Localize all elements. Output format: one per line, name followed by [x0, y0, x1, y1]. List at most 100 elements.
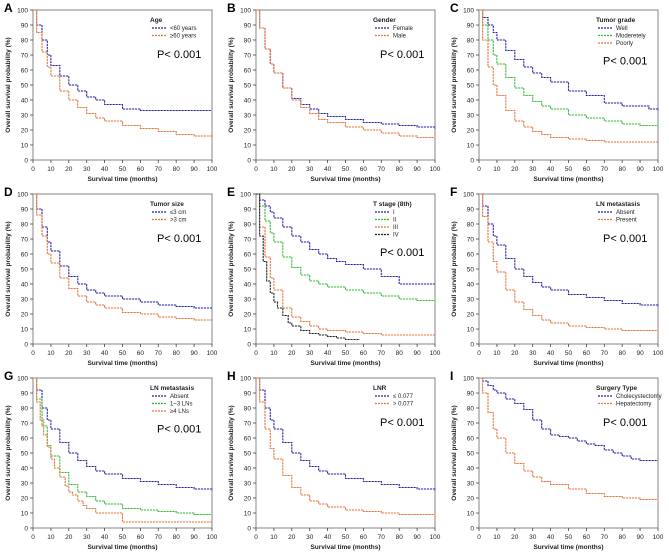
- series-line--60-years: [33, 9, 212, 112]
- x-tick-label: 60: [137, 534, 145, 541]
- x-tick-label: 60: [137, 350, 145, 357]
- legend-label: Poorly: [616, 41, 633, 47]
- y-tick-label: 90: [21, 390, 29, 397]
- x-tick-label: 20: [511, 350, 519, 357]
- legend-label: ≥4 LNs: [170, 409, 189, 415]
- x-tick-label: 90: [413, 350, 421, 357]
- y-tick-label: 40: [467, 465, 475, 472]
- y-tick-label: 50: [21, 82, 29, 89]
- x-tick-label: 10: [47, 350, 55, 357]
- series-line-iv: [256, 193, 360, 341]
- x-tick-label: 30: [83, 166, 91, 173]
- x-tick-label: 100: [430, 534, 441, 541]
- x-tick-label: 70: [601, 350, 609, 357]
- legend-label: Absent: [616, 210, 635, 216]
- legend-title: LN metastasis: [596, 201, 640, 208]
- y-tick-label: 0: [470, 525, 474, 532]
- y-axis-label: Overall survival probability (%): [228, 221, 235, 316]
- x-tick-label: 40: [547, 350, 555, 357]
- plot-frame: [255, 377, 436, 529]
- x-tick-label: 30: [306, 350, 314, 357]
- x-tick-label: 80: [396, 350, 404, 357]
- y-tick-label: 100: [17, 191, 28, 198]
- y-tick-label: 50: [244, 450, 252, 457]
- x-tick-label: 0: [254, 166, 258, 173]
- y-tick-label: 90: [467, 22, 475, 29]
- y-tick-label: 20: [467, 495, 475, 502]
- series-line-poorly: [479, 9, 658, 143]
- x-tick-label: 90: [413, 166, 421, 173]
- y-tick-label: 10: [21, 142, 29, 149]
- legend-label: Female: [393, 26, 414, 32]
- x-tick-label: 80: [619, 534, 627, 541]
- x-tick-label: 10: [270, 166, 278, 173]
- y-tick-label: 40: [21, 97, 29, 104]
- x-tick-label: 30: [306, 534, 314, 541]
- x-tick-label: 40: [101, 534, 109, 541]
- y-axis-label: Overall survival probability (%): [5, 221, 12, 316]
- x-tick-label: 50: [342, 350, 350, 357]
- legend-title: LNR: [373, 385, 387, 392]
- y-tick-label: 90: [244, 390, 252, 397]
- x-tick-label: 100: [653, 350, 664, 357]
- y-tick-label: 90: [244, 206, 252, 213]
- panel-d-chart: D 0 10 20 30 40 50 60 70 80 90 100 0 10 20 30 40 50 60 70 80…: [4, 185, 218, 367]
- panel-i: I 0 10 20 30 40 50 60 70 80 90 100 0 10 20 30 40 50 60 70 80…: [446, 368, 669, 552]
- x-tick-label: 70: [378, 534, 386, 541]
- x-tick-label: 90: [190, 166, 198, 173]
- plot-frame: [255, 193, 436, 345]
- y-tick-label: 30: [21, 296, 29, 303]
- series-line--4-lns: [33, 377, 212, 523]
- x-tick-label: 80: [173, 350, 181, 357]
- x-tick-label: 90: [636, 166, 644, 173]
- panel-letter: F: [450, 185, 457, 199]
- x-tick-label: 20: [65, 534, 73, 541]
- x-tick-label: 100: [430, 166, 441, 173]
- x-tick-label: 0: [477, 534, 481, 541]
- x-tick-label: 20: [65, 166, 73, 173]
- x-tick-label: 30: [529, 534, 537, 541]
- legend-label: III: [393, 225, 398, 231]
- y-tick-label: 0: [247, 525, 251, 532]
- legend-label: II: [393, 218, 397, 224]
- y-tick-label: 50: [244, 82, 252, 89]
- y-tick-label: 80: [244, 221, 252, 228]
- legend-label: Moderetely: [616, 34, 646, 40]
- legend-label: Cholecystectomy: [616, 394, 662, 400]
- y-tick-label: 60: [21, 435, 29, 442]
- x-tick-label: 40: [324, 350, 332, 357]
- y-tick-label: 100: [463, 375, 474, 382]
- panel-letter: D: [4, 185, 13, 199]
- panel-h-chart: H 0 10 20 30 40 50 60 70 80 90 100 0 10 20 30 40 50 60 70 80…: [227, 369, 441, 551]
- series-line-absent: [479, 193, 659, 307]
- y-tick-label: 70: [21, 236, 29, 243]
- y-tick-label: 10: [244, 510, 252, 517]
- x-tick-label: 50: [119, 350, 127, 357]
- y-tick-label: 0: [247, 157, 251, 164]
- y-tick-label: 60: [244, 251, 252, 258]
- y-tick-label: 0: [470, 157, 474, 164]
- y-tick-label: 20: [21, 311, 29, 318]
- series-line-present: [479, 193, 659, 332]
- x-tick-label: 50: [119, 534, 127, 541]
- p-value: P< 0.001: [380, 49, 424, 61]
- y-axis-label: Overall survival probability (%): [451, 221, 458, 316]
- y-tick-label: 30: [467, 480, 475, 487]
- y-tick-label: 100: [240, 191, 251, 198]
- legend-title: Tumor size: [150, 201, 184, 208]
- y-tick-label: 30: [244, 296, 252, 303]
- y-tick-label: 10: [467, 142, 475, 149]
- x-tick-label: 60: [583, 350, 591, 357]
- y-tick-label: 80: [467, 37, 475, 44]
- y-tick-label: 80: [244, 405, 252, 412]
- x-axis-label: Survival time (months): [533, 360, 603, 367]
- series-line-hepatectomy: [479, 377, 659, 501]
- x-tick-label: 90: [190, 534, 198, 541]
- y-tick-label: 50: [21, 450, 29, 457]
- y-tick-label: 0: [24, 341, 28, 348]
- p-value: P< 0.001: [603, 233, 647, 245]
- x-tick-label: 0: [477, 350, 481, 357]
- x-tick-label: 0: [254, 350, 258, 357]
- y-tick-label: 30: [21, 480, 29, 487]
- legend-label: Male: [393, 34, 407, 40]
